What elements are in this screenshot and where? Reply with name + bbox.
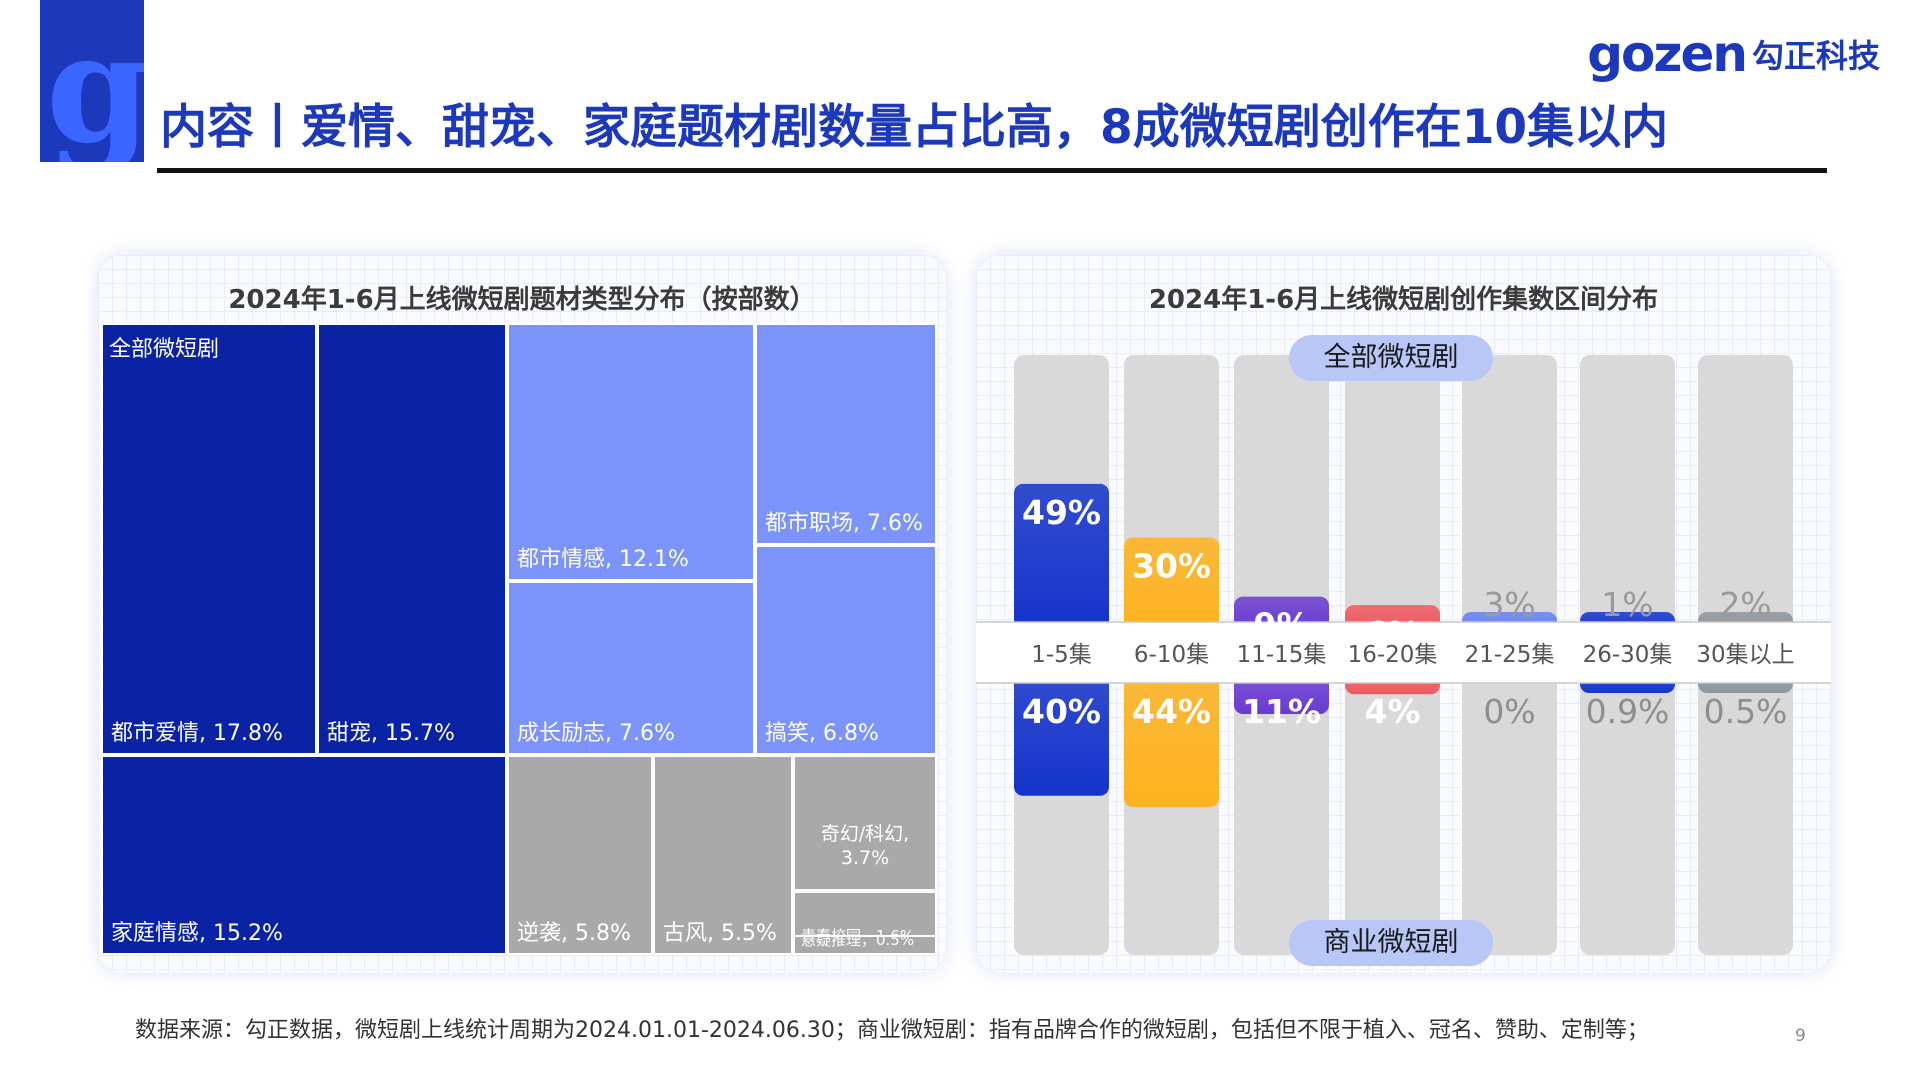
treemap-tile: 搞笑, 6.8% [755, 545, 937, 755]
brand-name-en: gozen [1587, 25, 1748, 83]
value-label-commercial: 0.9% [1586, 692, 1670, 731]
category-label: 26-30集 [1583, 642, 1673, 668]
value-label-commercial: 40% [1022, 692, 1101, 731]
category-band [976, 622, 1831, 683]
treemap-tile: 都市职场, 7.6% [755, 323, 937, 545]
treemap-chart: 都市爱情, 17.8% 甜宠, 15.7% 家庭情感, 15.2% 都市情感, 12.… [101, 323, 937, 955]
value-label-all: 3% [1483, 585, 1535, 624]
value-label-all: 2% [1719, 585, 1771, 624]
treemap-tile: 悬疑推理，0.5% [793, 935, 937, 955]
bar-chart-title: 2024年1-6月上线微短剧创作集数区间分布 [1148, 285, 1659, 315]
treemap-tile-label: 都市爱情, 17.8% [111, 721, 283, 746]
treemap-tile: 古风, 5.5% [653, 755, 793, 955]
treemap-tile-label: 搞笑, 6.8% [765, 721, 879, 746]
treemap-tile: 都市情感, 12.1% [507, 323, 755, 581]
logo-block: g [40, 0, 144, 162]
bar-all-dramas [1014, 483, 1109, 630]
treemap-tile: 都市爱情, 17.8% [101, 323, 317, 755]
treemap-tile-label: 悬疑推理，0.5% [801, 935, 915, 949]
legend-all-dramas: 全部微短剧 [1289, 335, 1493, 381]
value-label-all: 30% [1132, 546, 1211, 585]
bar-commercial-dramas [1014, 675, 1109, 796]
treemap-tile: 甜宠, 15.7% [317, 323, 507, 755]
treemap-tile-label: 奇幻/科幻, 3.7% [820, 822, 910, 870]
value-label-commercial: 44% [1132, 692, 1211, 731]
treemap-tile: 成长励志, 7.6% [507, 581, 755, 755]
value-label-all: 9% [1253, 606, 1309, 645]
page-number: 9 [1795, 1026, 1806, 1046]
treemap-tile: 逆袭, 5.8% [507, 755, 653, 955]
treemap-tile-label: 成长励志, 7.6% [517, 721, 675, 746]
value-label-commercial: 4% [1364, 692, 1420, 731]
value-label-all: 1% [1601, 585, 1653, 624]
category-label: 6-10集 [1134, 642, 1209, 668]
data-source-note: 数据来源：勾正数据，微短剧上线统计周期为2024.01.01-2024.06.3… [135, 1018, 1649, 1043]
treemap-card: 2024年1-6月上线微短剧题材类型分布（按部数） 都市爱情, 17.8% 甜宠,… [98, 255, 946, 973]
treemap-tile-label: 古风, 5.5% [663, 921, 777, 946]
treemap-tile-label: 都市情感, 12.1% [517, 547, 689, 572]
legend-commercial-dramas: 商业微短剧 [1289, 920, 1493, 966]
value-label-commercial: 11% [1242, 692, 1321, 731]
treemap-tile: 奇幻/科幻, 3.7% [793, 755, 937, 891]
brand-logo: gozen 勾正科技 [1587, 24, 1880, 84]
category-label: 11-15集 [1237, 642, 1327, 668]
value-label-all: 49% [1022, 493, 1101, 532]
title-divider [157, 168, 1827, 173]
treemap-title: 2024年1-6月上线微短剧题材类型分布（按部数） [228, 285, 816, 315]
value-label-commercial: 0.5% [1704, 692, 1788, 731]
episode-bar-chart: 1-5集 6-10集 11-15集 16-20集 21-25集 26-30集 30集以上 49… [976, 355, 1831, 955]
treemap-tile-label: 逆袭, 5.8% [517, 921, 631, 946]
category-label: 21-25集 [1465, 642, 1555, 668]
logo-g-icon: g [46, 1, 144, 162]
page-title: 内容丨爱情、甜宠、家庭题材剧数量占比高，8成微短剧创作在10集以内 [160, 100, 1669, 155]
value-label-commercial: 0% [1483, 692, 1535, 731]
category-label: 16-20集 [1348, 642, 1438, 668]
treemap-root-label: 全部微短剧 [109, 337, 220, 362]
treemap-tile-label: 甜宠, 15.7% [327, 721, 455, 746]
bar-all-dramas [1124, 537, 1219, 630]
category-label: 1-5集 [1031, 642, 1092, 668]
brand-name-cn: 勾正科技 [1751, 37, 1880, 75]
treemap-tile-label: 家庭情感, 15.2% [111, 921, 283, 946]
treemap-tile-label: 都市职场, 7.6% [765, 511, 923, 536]
bar-commercial-dramas [1124, 675, 1219, 808]
value-label-all: 6% [1364, 614, 1420, 653]
bar-commercial-dramas [1234, 675, 1329, 715]
episode-bar-card: 2024年1-6月上线微短剧创作集数区间分布 1-5集 6-10集 11-15集 16… [976, 255, 1831, 973]
category-label: 30集以上 [1696, 642, 1794, 668]
treemap-tile: 家庭情感, 15.2% [101, 755, 507, 955]
